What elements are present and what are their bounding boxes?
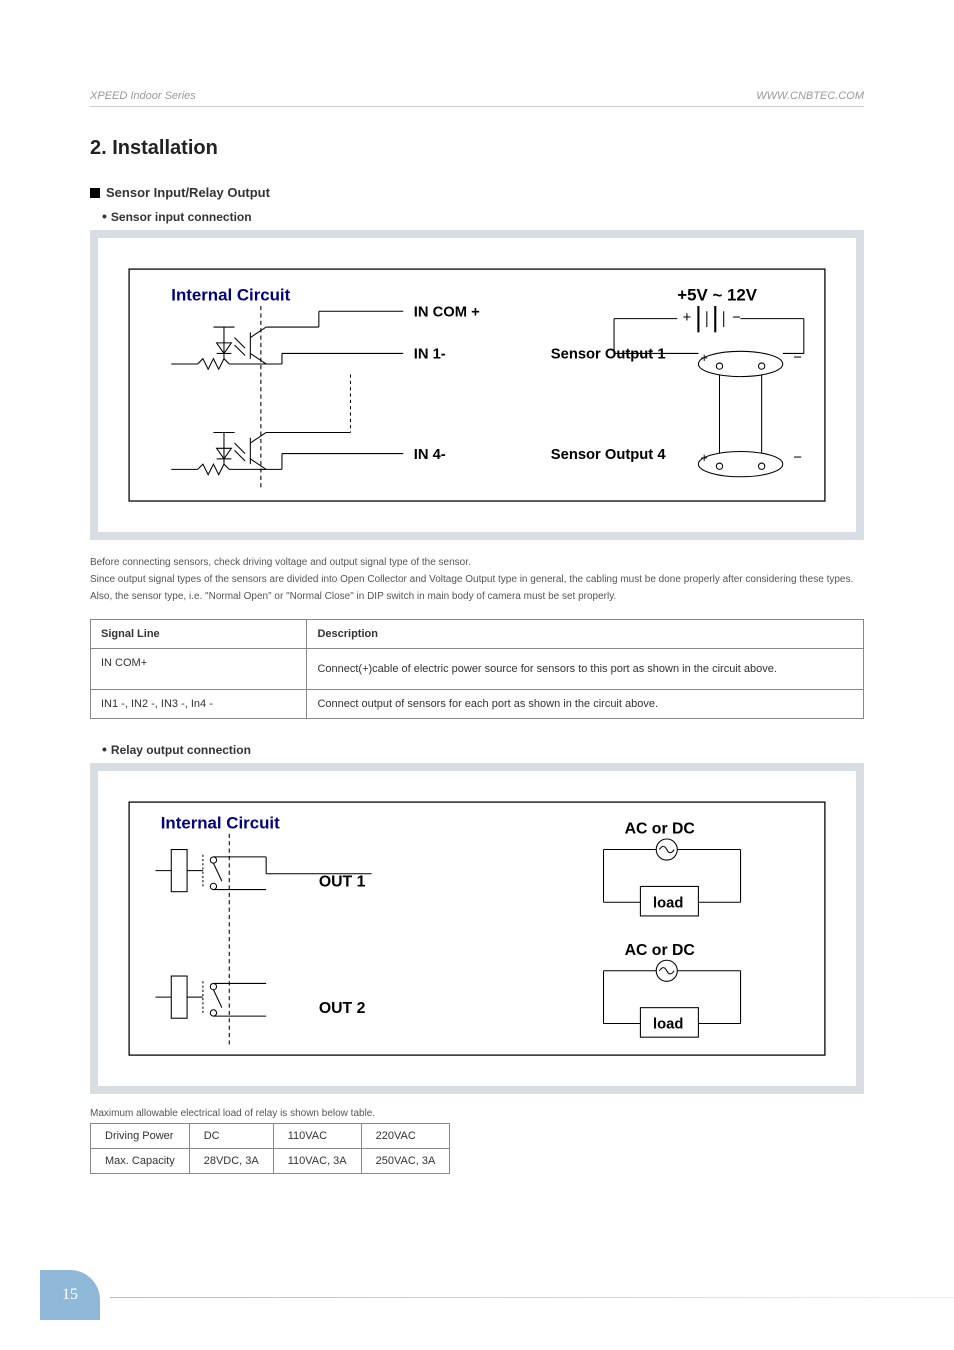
table-row: Driving Power DC 110VAC 220VAC (91, 1124, 450, 1149)
signal-line-table: Signal Line Description IN COM+ Connect(… (90, 619, 864, 719)
relay-output-svg: Internal Circuit OUT 1 (108, 781, 846, 1076)
subsection-sensor-input: • Sensor input connection (102, 208, 864, 224)
bullet-dot-icon: • (102, 741, 107, 757)
relay2-icon (155, 976, 266, 1018)
para1-line2: Since output signal types of the sensors… (90, 574, 853, 585)
square-bullet-icon (90, 188, 100, 198)
opto4-icon (213, 432, 266, 469)
section-heading: Sensor Input/Relay Output (106, 185, 270, 200)
ac-symbol-icon (659, 847, 674, 853)
page-title: 2. Installation (90, 137, 864, 160)
table-row: Signal Line Description (91, 620, 864, 649)
page-container: XPEED Indoor Series WWW.CNBTEC.COM 2. In… (0, 0, 954, 1350)
relay1-icon (155, 850, 266, 892)
para1-line3: Also, the sensor type, i.e. "Normal Open… (90, 591, 616, 602)
load-r1c4: 220VAC (361, 1124, 450, 1149)
load-r1c2: DC (189, 1124, 273, 1149)
load-r1c1: Driving Power (91, 1124, 190, 1149)
sensor-input-diagram: Internal Circuit (90, 230, 864, 540)
bullet-dot-icon: • (102, 208, 107, 224)
minus-icon: − (732, 310, 741, 326)
header-right: WWW.CNBTEC.COM (756, 90, 864, 102)
td-incom-desc: Connect(+)cable of electric power source… (307, 649, 864, 690)
load1-group: AC or DC load (604, 821, 741, 916)
td-in-ports: IN1 -, IN2 -, IN3 -, In4 - (91, 690, 307, 719)
load-r2c1: Max. Capacity (91, 1149, 190, 1174)
sub-heading-text: Sensor input connection (111, 210, 252, 224)
svg-text:load: load (653, 1017, 683, 1033)
th-description: Description (307, 620, 864, 649)
diag2-out2: OUT 2 (319, 1000, 366, 1017)
load-capacity-table: Driving Power DC 110VAC 220VAC Max. Capa… (90, 1123, 450, 1174)
table-row: Max. Capacity 28VDC, 3A 110VAC, 3A 250VA… (91, 1149, 450, 1174)
table-row: IN COM+ Connect(+)cable of electric powe… (91, 649, 864, 690)
diag1-internal-label: Internal Circuit (171, 286, 290, 305)
svg-text:−: − (793, 450, 802, 466)
diag1-in1: IN 1- (414, 347, 446, 363)
para1-line1: Before connecting sensors, check driving… (90, 557, 471, 568)
diag1-sout4: Sensor Output 4 (551, 447, 667, 463)
svg-text:AC or DC: AC or DC (625, 942, 695, 959)
svg-text:load: load (653, 896, 683, 912)
diag2-out1: OUT 1 (319, 874, 366, 891)
footer-divider (110, 1297, 954, 1298)
load-r2c3: 110VAC, 3A (273, 1149, 361, 1174)
ac-symbol-icon (659, 968, 674, 974)
td-incom: IN COM+ (91, 649, 307, 690)
th-signal-line: Signal Line (91, 620, 307, 649)
subsection-relay-output: • Relay output connection (102, 741, 864, 757)
resistor1-icon (198, 359, 230, 370)
diag1-sout1: Sensor Output 1 (551, 347, 666, 363)
td-in-ports-desc: Connect output of sensors for each port … (307, 690, 864, 719)
table-row: IN1 -, IN2 -, IN3 -, In4 - Connect outpu… (91, 690, 864, 719)
diag1-incom: IN COM + (414, 305, 480, 321)
svg-text:AC or DC: AC or DC (625, 821, 695, 838)
resistor4-icon (198, 464, 230, 475)
diag1-voltage: +5V ~ 12V (677, 286, 757, 305)
sensor-input-svg: Internal Circuit (108, 248, 846, 522)
diag1-in4: IN 4- (414, 447, 446, 463)
relay-output-diagram: Internal Circuit OUT 1 (90, 763, 864, 1094)
load-table-caption: Maximum allowable electrical load of rel… (90, 1108, 864, 1119)
paragraph-sensor-input: Before connecting sensors, check driving… (90, 554, 864, 605)
load-r1c3: 110VAC (273, 1124, 361, 1149)
load-r2c2: 28VDC, 3A (189, 1149, 273, 1174)
page-header: XPEED Indoor Series WWW.CNBTEC.COM (90, 90, 864, 107)
diag2-internal-label: Internal Circuit (161, 814, 280, 833)
svg-text:−: − (793, 350, 802, 366)
plus-icon: + (683, 310, 692, 326)
header-left: XPEED Indoor Series (90, 90, 196, 102)
load2-group: AC or DC load (604, 942, 741, 1037)
page-number-badge: 15 (40, 1270, 100, 1320)
sub-heading-relay: Relay output connection (111, 743, 251, 757)
opto1-icon (213, 327, 266, 364)
section-sensor-io: Sensor Input/Relay Output (90, 185, 864, 200)
load-r2c4: 250VAC, 3A (361, 1149, 450, 1174)
